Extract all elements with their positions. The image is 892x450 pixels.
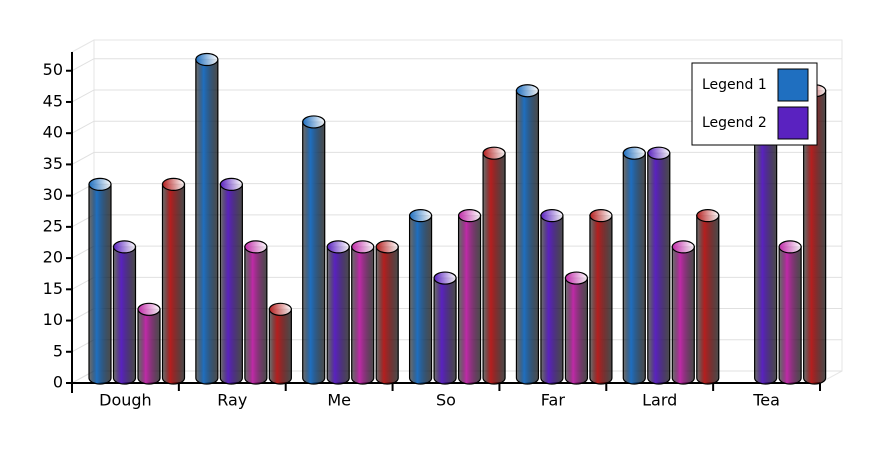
bar bbox=[457, 215, 482, 385]
bar bbox=[515, 90, 540, 385]
bar bbox=[302, 121, 326, 385]
bar-top bbox=[137, 302, 161, 316]
bar bbox=[540, 215, 564, 385]
bar bbox=[778, 246, 802, 385]
bar bbox=[564, 277, 589, 385]
y-tick-label: 25 bbox=[43, 216, 63, 235]
legend-label: Legend 2 bbox=[702, 115, 767, 131]
grid-line bbox=[71, 120, 842, 134]
bar bbox=[408, 215, 433, 385]
legend-swatch bbox=[777, 106, 809, 140]
bar bbox=[375, 246, 399, 385]
bar-top bbox=[268, 302, 292, 316]
bar-top bbox=[219, 177, 243, 191]
bar-top bbox=[408, 209, 433, 223]
bar bbox=[622, 152, 646, 385]
bar bbox=[647, 152, 671, 385]
bar-top bbox=[482, 146, 506, 160]
bar bbox=[219, 183, 243, 385]
bar bbox=[589, 215, 613, 385]
bar bbox=[671, 246, 695, 385]
x-tick-label: Dough bbox=[99, 391, 152, 410]
x-tick-label: Tea bbox=[752, 391, 780, 410]
bar-top bbox=[195, 52, 219, 67]
y-tick-label: 0 bbox=[53, 373, 63, 392]
bar-top bbox=[112, 240, 137, 254]
legend-label: Legend 1 bbox=[702, 77, 767, 93]
y-tick-label: 10 bbox=[43, 310, 63, 329]
bar-top bbox=[778, 240, 802, 254]
floor bbox=[71, 370, 843, 384]
bar bbox=[161, 183, 186, 385]
bar bbox=[351, 246, 375, 385]
y-tick-label: 30 bbox=[43, 185, 63, 204]
bar bbox=[803, 90, 827, 385]
bar-top bbox=[589, 209, 613, 223]
bar-top bbox=[161, 177, 186, 191]
bar-top bbox=[622, 146, 646, 160]
y-tick-label: 45 bbox=[43, 91, 63, 110]
bar bbox=[268, 308, 292, 385]
y-tick-label: 15 bbox=[43, 279, 63, 298]
bar-top bbox=[244, 240, 268, 254]
bar-top bbox=[564, 271, 589, 285]
y-tick-label: 40 bbox=[43, 123, 63, 142]
bar-top bbox=[302, 115, 326, 129]
bar-top bbox=[375, 240, 399, 254]
bar bbox=[244, 246, 268, 385]
y-tick-label: 20 bbox=[43, 248, 63, 267]
bar-top bbox=[696, 209, 720, 223]
y-tick-label: 35 bbox=[43, 154, 63, 173]
x-tick-label: So bbox=[436, 391, 456, 410]
bar-top bbox=[540, 209, 564, 223]
x-tick-label: Me bbox=[327, 391, 351, 410]
bar-top bbox=[457, 209, 482, 223]
bar bbox=[696, 215, 720, 385]
bar-top bbox=[351, 240, 375, 254]
bar-top bbox=[515, 84, 540, 98]
bar bbox=[137, 308, 161, 385]
grid-line bbox=[71, 151, 842, 165]
grid-line bbox=[71, 58, 842, 72]
y-tick-label: 5 bbox=[53, 341, 63, 360]
bar bbox=[482, 152, 506, 385]
bar-top bbox=[671, 240, 695, 254]
y-tick-label: 50 bbox=[43, 60, 63, 79]
bar bbox=[326, 246, 350, 385]
bar-top bbox=[326, 240, 350, 254]
bar bbox=[195, 58, 219, 385]
bar bbox=[88, 183, 112, 385]
bar-top bbox=[433, 271, 457, 285]
bar-top bbox=[88, 177, 112, 191]
bar bbox=[112, 246, 137, 385]
bar-top bbox=[647, 146, 671, 160]
x-tick-label: Lard bbox=[642, 391, 677, 410]
bar bbox=[754, 121, 778, 385]
grid-line bbox=[71, 89, 842, 103]
x-tick-label: Far bbox=[541, 391, 566, 410]
bar bbox=[433, 277, 457, 385]
x-tick-label: Ray bbox=[217, 391, 247, 410]
legend-swatch bbox=[777, 68, 809, 102]
